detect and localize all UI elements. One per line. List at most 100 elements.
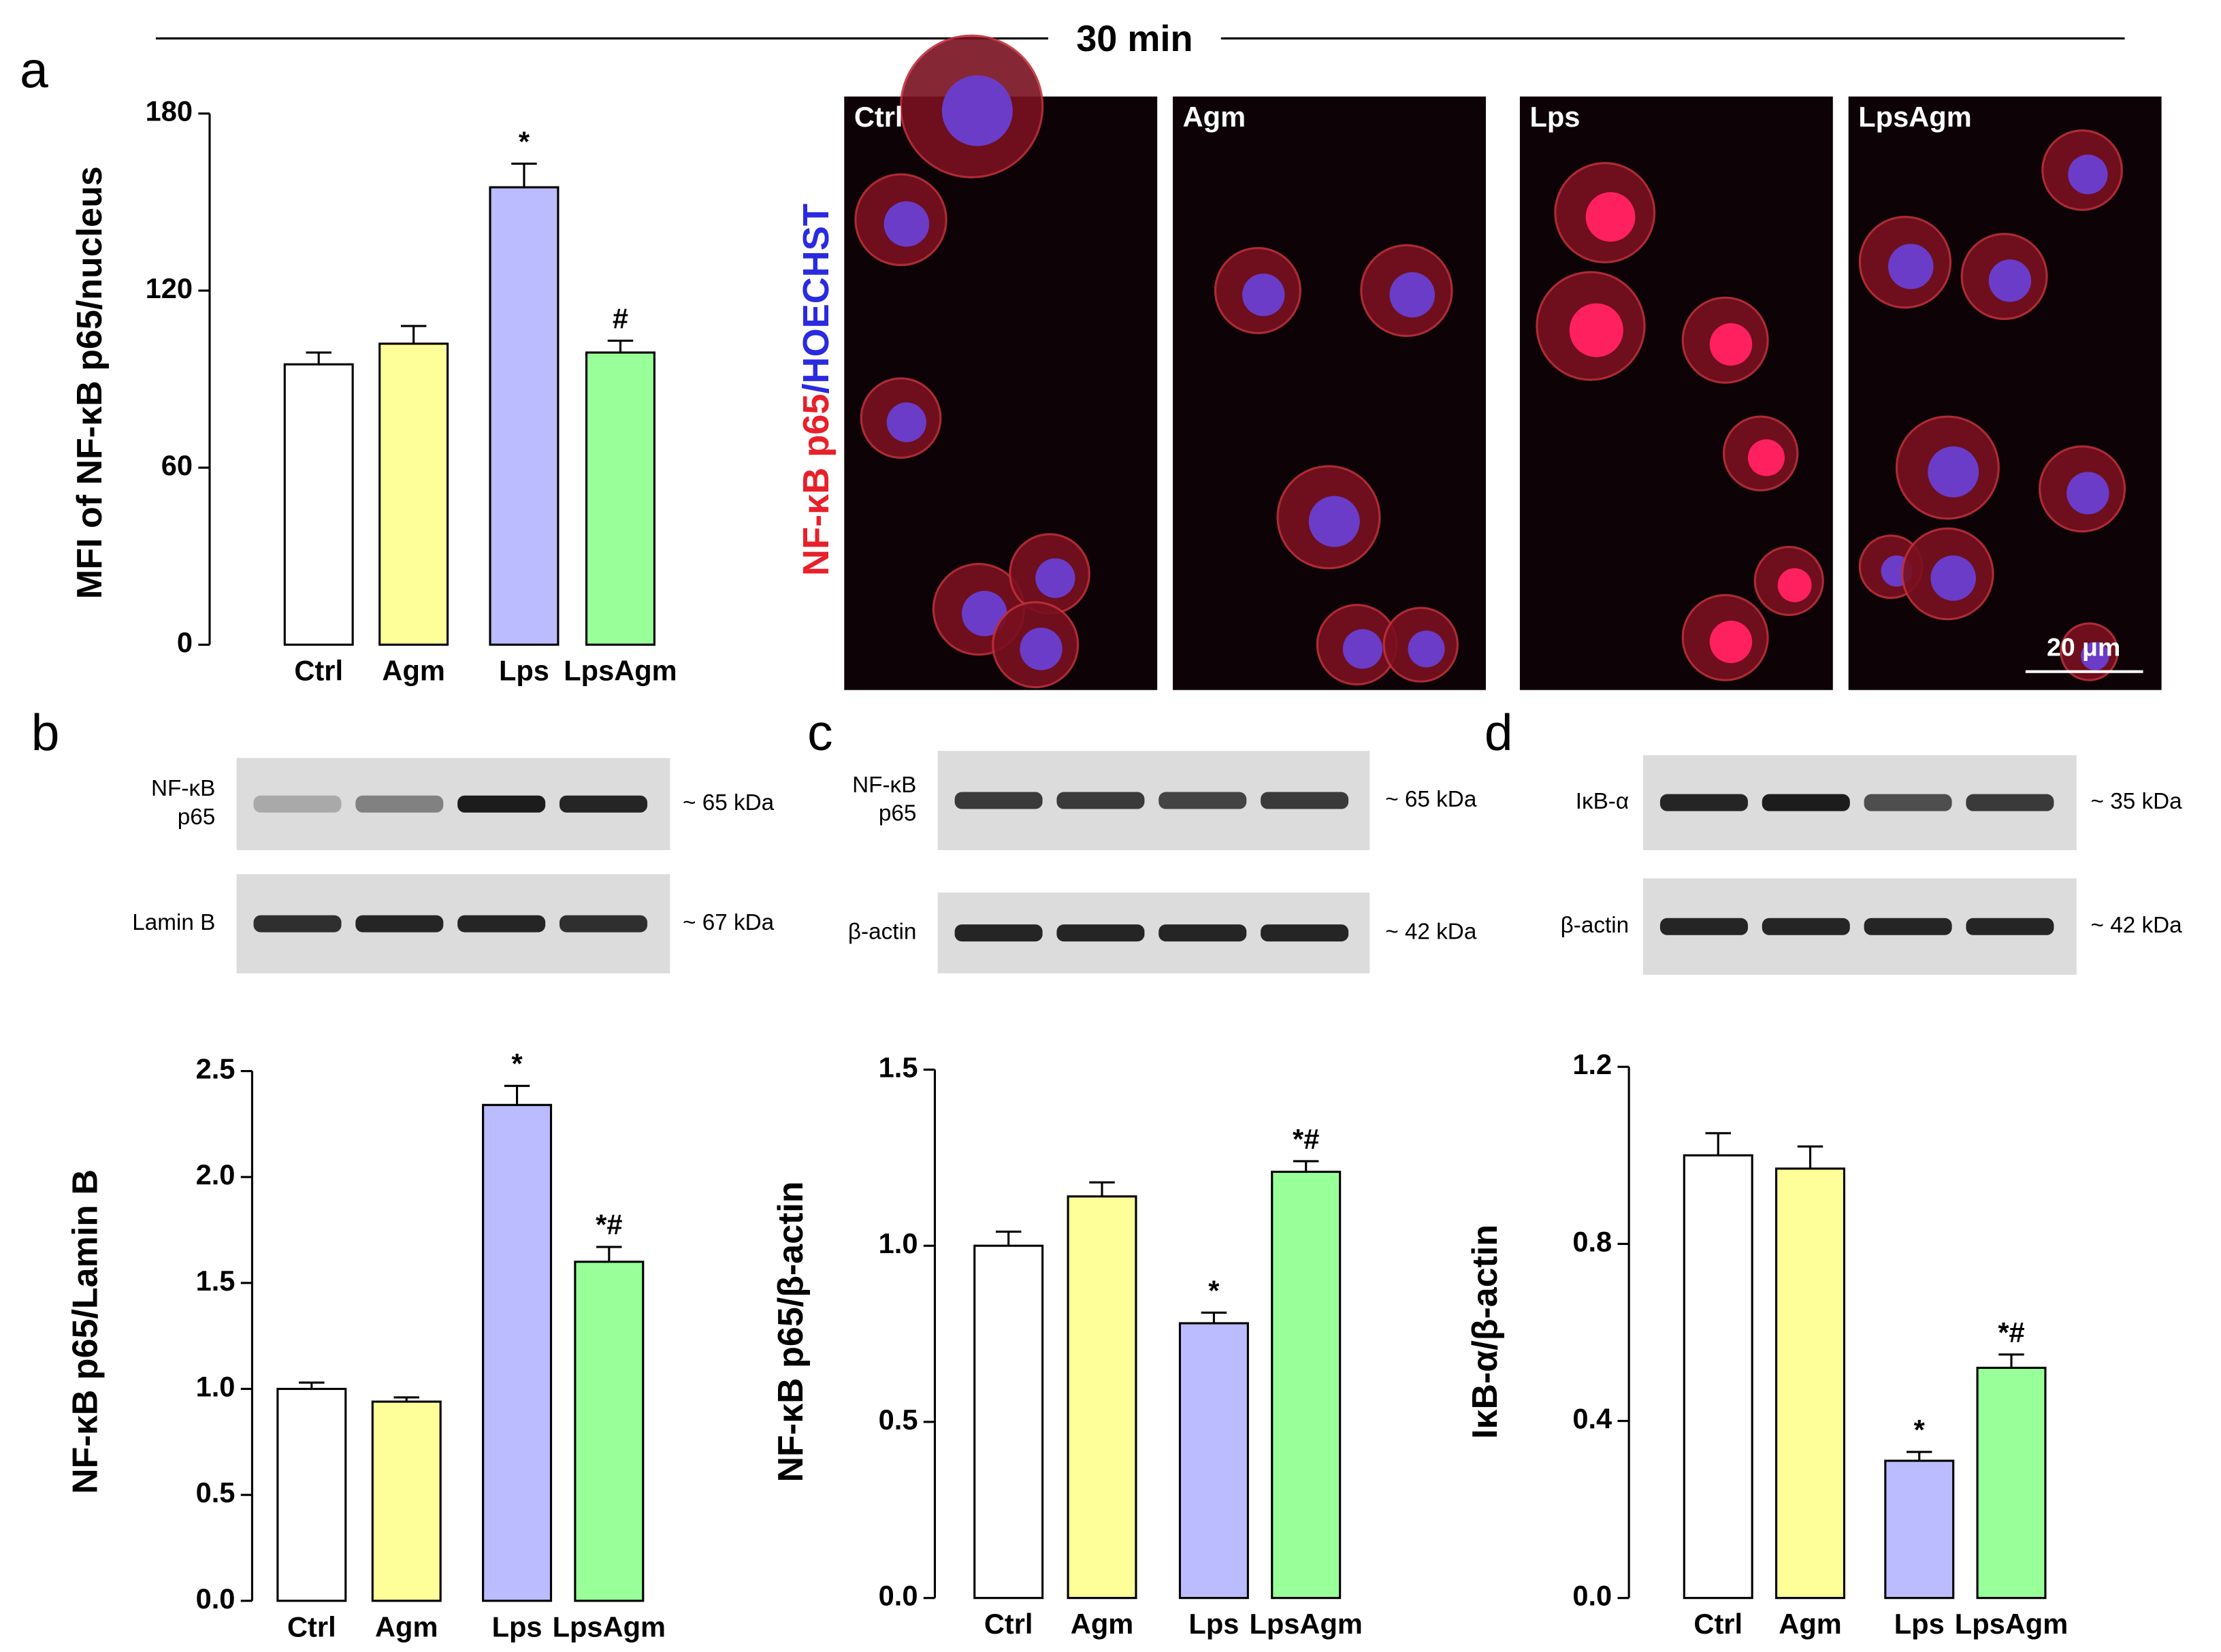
bar — [1683, 1154, 1753, 1600]
y-tick-label: 1.5 — [879, 1051, 918, 1083]
nucleus — [1242, 273, 1285, 317]
panel-letter: a — [20, 41, 48, 98]
band — [1158, 792, 1247, 809]
nucleus — [1747, 439, 1785, 476]
y-tick-label: 1.5 — [196, 1265, 236, 1297]
band — [1864, 794, 1952, 811]
blot-label: Lamin B — [132, 910, 215, 935]
nucleus — [941, 75, 1013, 146]
band — [559, 915, 648, 933]
significance: * — [511, 1048, 523, 1080]
band — [1966, 918, 2054, 935]
x-tick-label: Lps — [492, 1610, 542, 1642]
band — [457, 795, 546, 813]
scale-bar-label: 20 μm — [2047, 632, 2120, 661]
bar — [585, 351, 655, 646]
x-tick-label: Agm — [375, 1610, 438, 1642]
x-tick-label: Lps — [1894, 1608, 1945, 1640]
nucleus — [2068, 155, 2108, 195]
band — [1261, 792, 1349, 809]
x-tick-label: Ctrl — [287, 1610, 336, 1642]
nucleus — [883, 201, 930, 247]
blot-label: p65 — [879, 801, 917, 826]
band — [355, 915, 444, 933]
nucleus — [1930, 555, 1976, 601]
bar — [276, 1387, 347, 1602]
band-size: ~ 65 kDa — [683, 790, 775, 815]
bar — [1976, 1366, 2047, 1600]
nucleus — [2066, 472, 2109, 515]
nucleus — [1408, 630, 1445, 668]
x-tick-label: Ctrl — [294, 655, 343, 687]
header-title: 30 min — [1076, 18, 1193, 59]
blot-label: β-actin — [1561, 913, 1630, 938]
stain-blue: /HOECHST — [796, 204, 837, 394]
significance: # — [613, 302, 628, 334]
nucleus — [2080, 641, 2109, 670]
y-tick-label: 60 — [161, 449, 193, 481]
blot-label: NF-κB — [151, 776, 215, 801]
nucleus — [1342, 629, 1383, 669]
nucleus — [886, 402, 926, 442]
y-tick-label: 0.4 — [1572, 1403, 1612, 1435]
band — [559, 795, 648, 813]
band — [1056, 924, 1145, 942]
y-tick-label: 2.5 — [196, 1052, 236, 1084]
panel-letter: b — [31, 704, 60, 761]
panel-letter: c — [807, 704, 832, 761]
band-size: ~ 67 kDa — [683, 910, 775, 935]
band-size: ~ 35 kDa — [2091, 789, 2183, 814]
y-tick-label: 1.2 — [1572, 1048, 1612, 1080]
nucleus — [961, 591, 1007, 636]
band — [1261, 924, 1349, 942]
x-tick-label: LpsAgm — [1955, 1608, 2068, 1640]
band — [457, 915, 546, 933]
significance: * — [519, 125, 530, 157]
micrograph — [1173, 96, 1486, 690]
blot-label: IκB-α — [1576, 789, 1629, 814]
y-tick-label: 0.0 — [1572, 1580, 1612, 1612]
x-tick-label: Agm — [382, 655, 444, 687]
blot-label: β-actin — [848, 919, 917, 944]
nucleus — [1020, 628, 1063, 670]
x-tick-label: Agm — [1779, 1608, 1841, 1640]
significance: *# — [1293, 1123, 1319, 1155]
nucleus — [1585, 192, 1636, 242]
band — [1864, 918, 1952, 935]
bar — [489, 186, 560, 646]
nucleus — [1887, 244, 1934, 289]
band — [1966, 794, 2054, 811]
micrograph-label: Lps — [1529, 101, 1580, 133]
bar — [378, 342, 449, 646]
bar — [1271, 1170, 1342, 1600]
nucleus — [1709, 620, 1753, 664]
bar — [574, 1261, 645, 1602]
band — [1762, 918, 1850, 935]
stain-label: NF-κB p65/HOECHST — [796, 204, 837, 576]
y-axis-label: IκB-α/β-actin — [1465, 1225, 1505, 1439]
y-axis-label: NF-κB p65/β-actin — [771, 1181, 811, 1482]
blot-label: p65 — [178, 805, 216, 830]
y-tick-label: 0.8 — [1572, 1225, 1612, 1257]
band — [1762, 794, 1850, 811]
y-tick-label: 0.0 — [196, 1583, 236, 1615]
band — [954, 792, 1043, 809]
y-tick-label: 1.0 — [879, 1227, 918, 1259]
x-tick-label: LpsAgm — [564, 655, 677, 687]
x-tick-label: Ctrl — [1693, 1608, 1742, 1640]
x-tick-label: Lps — [499, 655, 549, 687]
panel-letter: d — [1485, 704, 1513, 761]
x-tick-label: Ctrl — [984, 1608, 1033, 1640]
bar — [973, 1244, 1044, 1600]
nucleus — [1777, 568, 1812, 602]
band — [253, 795, 342, 813]
x-tick-label: Lps — [1188, 1608, 1239, 1640]
band-size: ~ 42 kDa — [1385, 919, 1477, 944]
nucleus — [1709, 323, 1753, 366]
band-size: ~ 42 kDa — [2091, 913, 2183, 938]
bar — [1884, 1459, 1955, 1600]
band — [355, 795, 444, 813]
y-tick-label: 2.0 — [196, 1159, 236, 1191]
